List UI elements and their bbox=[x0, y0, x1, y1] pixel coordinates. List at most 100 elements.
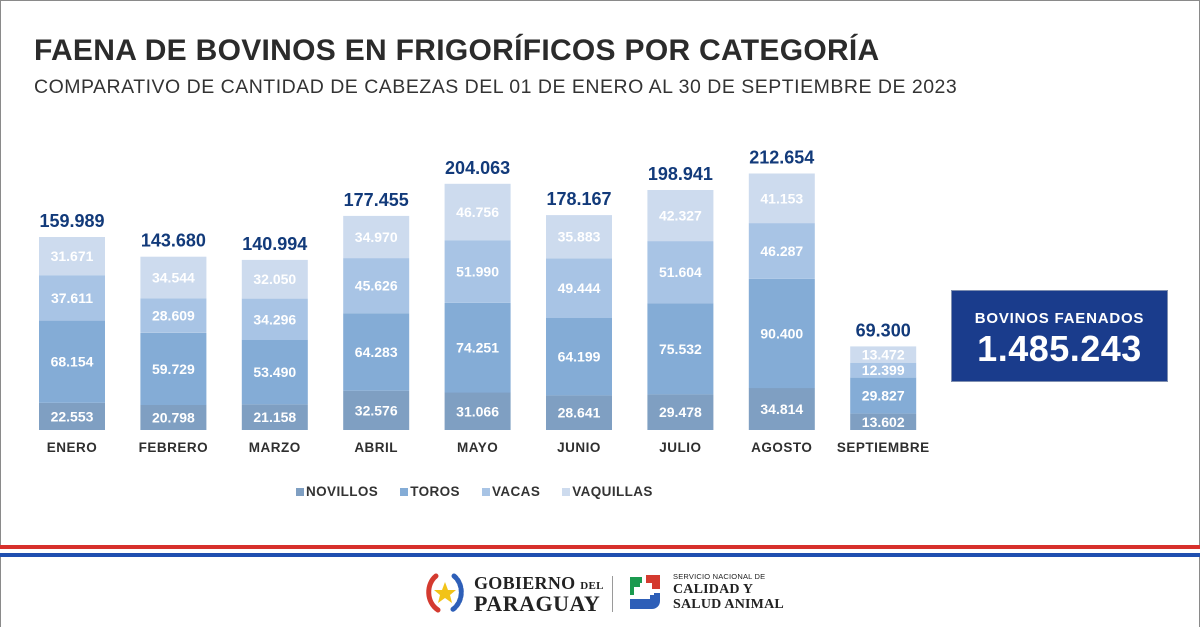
bar-segment-vaquillas-agosto bbox=[748, 173, 815, 224]
gobierno-paraguay-logo: GOBIERNO DEL PARAGUAY bbox=[422, 572, 604, 614]
bar-segment-vaquillas-junio bbox=[546, 215, 612, 259]
month-label-febrero: FEBRERO bbox=[139, 440, 209, 455]
bar-segment-toros-abril bbox=[343, 313, 410, 391]
bar-segment-vaquillas-marzo bbox=[241, 259, 308, 299]
total-label-febrero: 143.680 bbox=[141, 231, 206, 251]
segment-label-toros-agosto: 90.400 bbox=[760, 326, 803, 342]
segment-label-novillos-agosto: 34.814 bbox=[760, 401, 803, 417]
legend-label-novillos: NOVILLOS bbox=[306, 484, 379, 499]
segment-label-vaquillas-septiembre: 13.472 bbox=[862, 347, 905, 363]
legend-item-toros: TOROS bbox=[400, 484, 460, 499]
segment-label-vacas-abril: 45.626 bbox=[355, 278, 398, 294]
bar-segment-toros-marzo bbox=[241, 339, 308, 405]
total-label-abril: 177.455 bbox=[344, 190, 409, 210]
segment-label-vaquillas-agosto: 41.153 bbox=[760, 190, 803, 206]
total-bovinos-label: BOVINOS FAENADOS bbox=[974, 310, 1145, 327]
bar-segment-novillos-marzo bbox=[241, 404, 308, 430]
bar-segment-vaquillas-septiembre bbox=[850, 346, 917, 363]
bar-segment-vacas-septiembre bbox=[850, 362, 917, 378]
gobierno-text: GOBIERNO DEL PARAGUAY bbox=[474, 572, 604, 616]
bar-segment-vaquillas-enero bbox=[39, 237, 105, 276]
gobierno-word: GOBIERNO bbox=[474, 572, 576, 593]
legend-item-vacas: VACAS bbox=[481, 484, 540, 499]
chart-legend: NOVILLOS TOROS VACAS VAQUILLAS bbox=[296, 484, 653, 499]
segment-label-vacas-febrero: 28.609 bbox=[152, 308, 195, 324]
chart-subtitle: COMPARATIVO DE CANTIDAD DE CABEZAS DEL 0… bbox=[34, 76, 958, 98]
legend-label-toros: TOROS bbox=[410, 484, 460, 499]
bar-segment-toros-enero bbox=[39, 320, 105, 403]
total-label-mayo: 204.063 bbox=[445, 158, 510, 178]
senacsa-logo: SERVICIO NACIONAL DE CALIDAD Y SALUD ANI… bbox=[626, 572, 784, 612]
segment-label-toros-febrero: 59.729 bbox=[152, 361, 195, 377]
segment-label-vacas-septiembre: 12.399 bbox=[862, 362, 905, 378]
bar-segment-novillos-agosto bbox=[748, 388, 815, 430]
bar-segment-novillos-junio bbox=[546, 395, 612, 430]
senacsa-line-2: CALIDAD Y bbox=[673, 582, 754, 597]
legend-swatch-vaquillas bbox=[562, 487, 571, 496]
segment-label-vacas-marzo: 34.296 bbox=[253, 311, 296, 327]
total-label-septiembre: 69.300 bbox=[856, 320, 911, 340]
total-bovinos-value: 1.485.243 bbox=[977, 328, 1142, 369]
segment-label-novillos-enero: 22.553 bbox=[51, 408, 94, 424]
segment-label-toros-julio: 75.532 bbox=[659, 341, 702, 357]
segment-label-toros-abril: 64.283 bbox=[355, 344, 398, 360]
month-label-junio: JUNIO bbox=[557, 440, 601, 455]
senacsa-line-3: SALUD ANIMAL bbox=[673, 597, 784, 612]
chart-title: FAENA DE BOVINOS EN FRIGORÍFICOS POR CAT… bbox=[34, 34, 880, 67]
month-label-septiembre: SEPTIEMBRE bbox=[837, 440, 930, 455]
segment-label-toros-marzo: 53.490 bbox=[253, 364, 296, 380]
bar-segment-toros-mayo bbox=[444, 303, 511, 393]
logo-divider bbox=[612, 576, 613, 612]
segment-label-vaquillas-febrero: 34.544 bbox=[152, 270, 195, 286]
legend-swatch-toros bbox=[400, 487, 409, 496]
total-label-enero: 159.989 bbox=[39, 211, 104, 231]
bar-segment-vaquillas-febrero bbox=[140, 256, 207, 299]
bar-segment-vacas-marzo bbox=[241, 298, 308, 340]
bar-segment-vacas-agosto bbox=[748, 223, 815, 279]
senacsa-cross-icon bbox=[630, 575, 660, 609]
segment-label-vaquillas-abril: 34.970 bbox=[355, 229, 398, 245]
segment-label-vacas-agosto: 46.287 bbox=[760, 243, 803, 259]
bar-segment-vaquillas-julio bbox=[647, 190, 714, 242]
total-label-agosto: 212.654 bbox=[749, 148, 814, 168]
bar-segment-novillos-julio bbox=[647, 394, 714, 430]
bar-segment-toros-julio bbox=[647, 303, 714, 395]
segment-label-novillos-junio: 28.641 bbox=[558, 405, 601, 421]
bar-segment-novillos-abril bbox=[343, 390, 410, 430]
month-label-agosto: AGOSTO bbox=[751, 440, 812, 455]
bar-segment-toros-septiembre bbox=[850, 377, 917, 414]
month-label-mayo: MAYO bbox=[457, 440, 498, 455]
month-label-marzo: MARZO bbox=[249, 440, 301, 455]
segment-label-novillos-marzo: 21.158 bbox=[253, 409, 296, 425]
flag-stripe-blue bbox=[0, 553, 1200, 557]
legend-item-vaquillas: VAQUILLAS bbox=[562, 484, 653, 499]
segment-label-vaquillas-enero: 31.671 bbox=[51, 248, 94, 264]
segment-label-novillos-julio: 29.478 bbox=[659, 404, 702, 420]
bar-segment-vacas-abril bbox=[343, 258, 410, 314]
bar-segment-novillos-enero bbox=[39, 402, 105, 430]
bar-segment-toros-febrero bbox=[140, 332, 207, 405]
bar-segment-vacas-julio bbox=[647, 241, 714, 304]
segment-label-novillos-febrero: 20.798 bbox=[152, 410, 195, 426]
bar-segment-vaquillas-abril bbox=[343, 215, 410, 259]
total-label-junio: 178.167 bbox=[546, 189, 611, 209]
segment-label-novillos-septiembre: 13.602 bbox=[862, 414, 905, 430]
total-label-julio: 198.941 bbox=[648, 164, 713, 184]
senacsa-text: SERVICIO NACIONAL DE CALIDAD Y SALUD ANI… bbox=[673, 572, 784, 612]
bar-segment-toros-agosto bbox=[748, 279, 815, 389]
bar-segment-vaquillas-mayo bbox=[444, 183, 511, 241]
stacked-bar-chart: 22.553 68.154 37.611 31.671 159.989 ENERO 20.7… bbox=[39, 148, 930, 455]
paraguay-word: PARAGUAY bbox=[474, 590, 601, 616]
bar-segment-vacas-mayo bbox=[444, 240, 511, 303]
segment-label-novillos-mayo: 31.066 bbox=[456, 403, 499, 419]
segment-label-vacas-julio: 51.604 bbox=[659, 264, 702, 280]
segment-label-toros-septiembre: 29.827 bbox=[862, 388, 905, 404]
bar-segment-vacas-enero bbox=[39, 275, 105, 321]
segment-label-vacas-enero: 37.611 bbox=[51, 290, 93, 306]
bar-segment-novillos-febrero bbox=[140, 404, 207, 430]
flag-stripe-white bbox=[0, 549, 1200, 553]
senacsa-line-1: SERVICIO NACIONAL DE bbox=[673, 572, 766, 581]
segment-label-toros-mayo: 74.251 bbox=[456, 340, 499, 356]
segment-label-vaquillas-junio: 35.883 bbox=[558, 229, 601, 245]
bar-segment-novillos-mayo bbox=[444, 392, 511, 430]
